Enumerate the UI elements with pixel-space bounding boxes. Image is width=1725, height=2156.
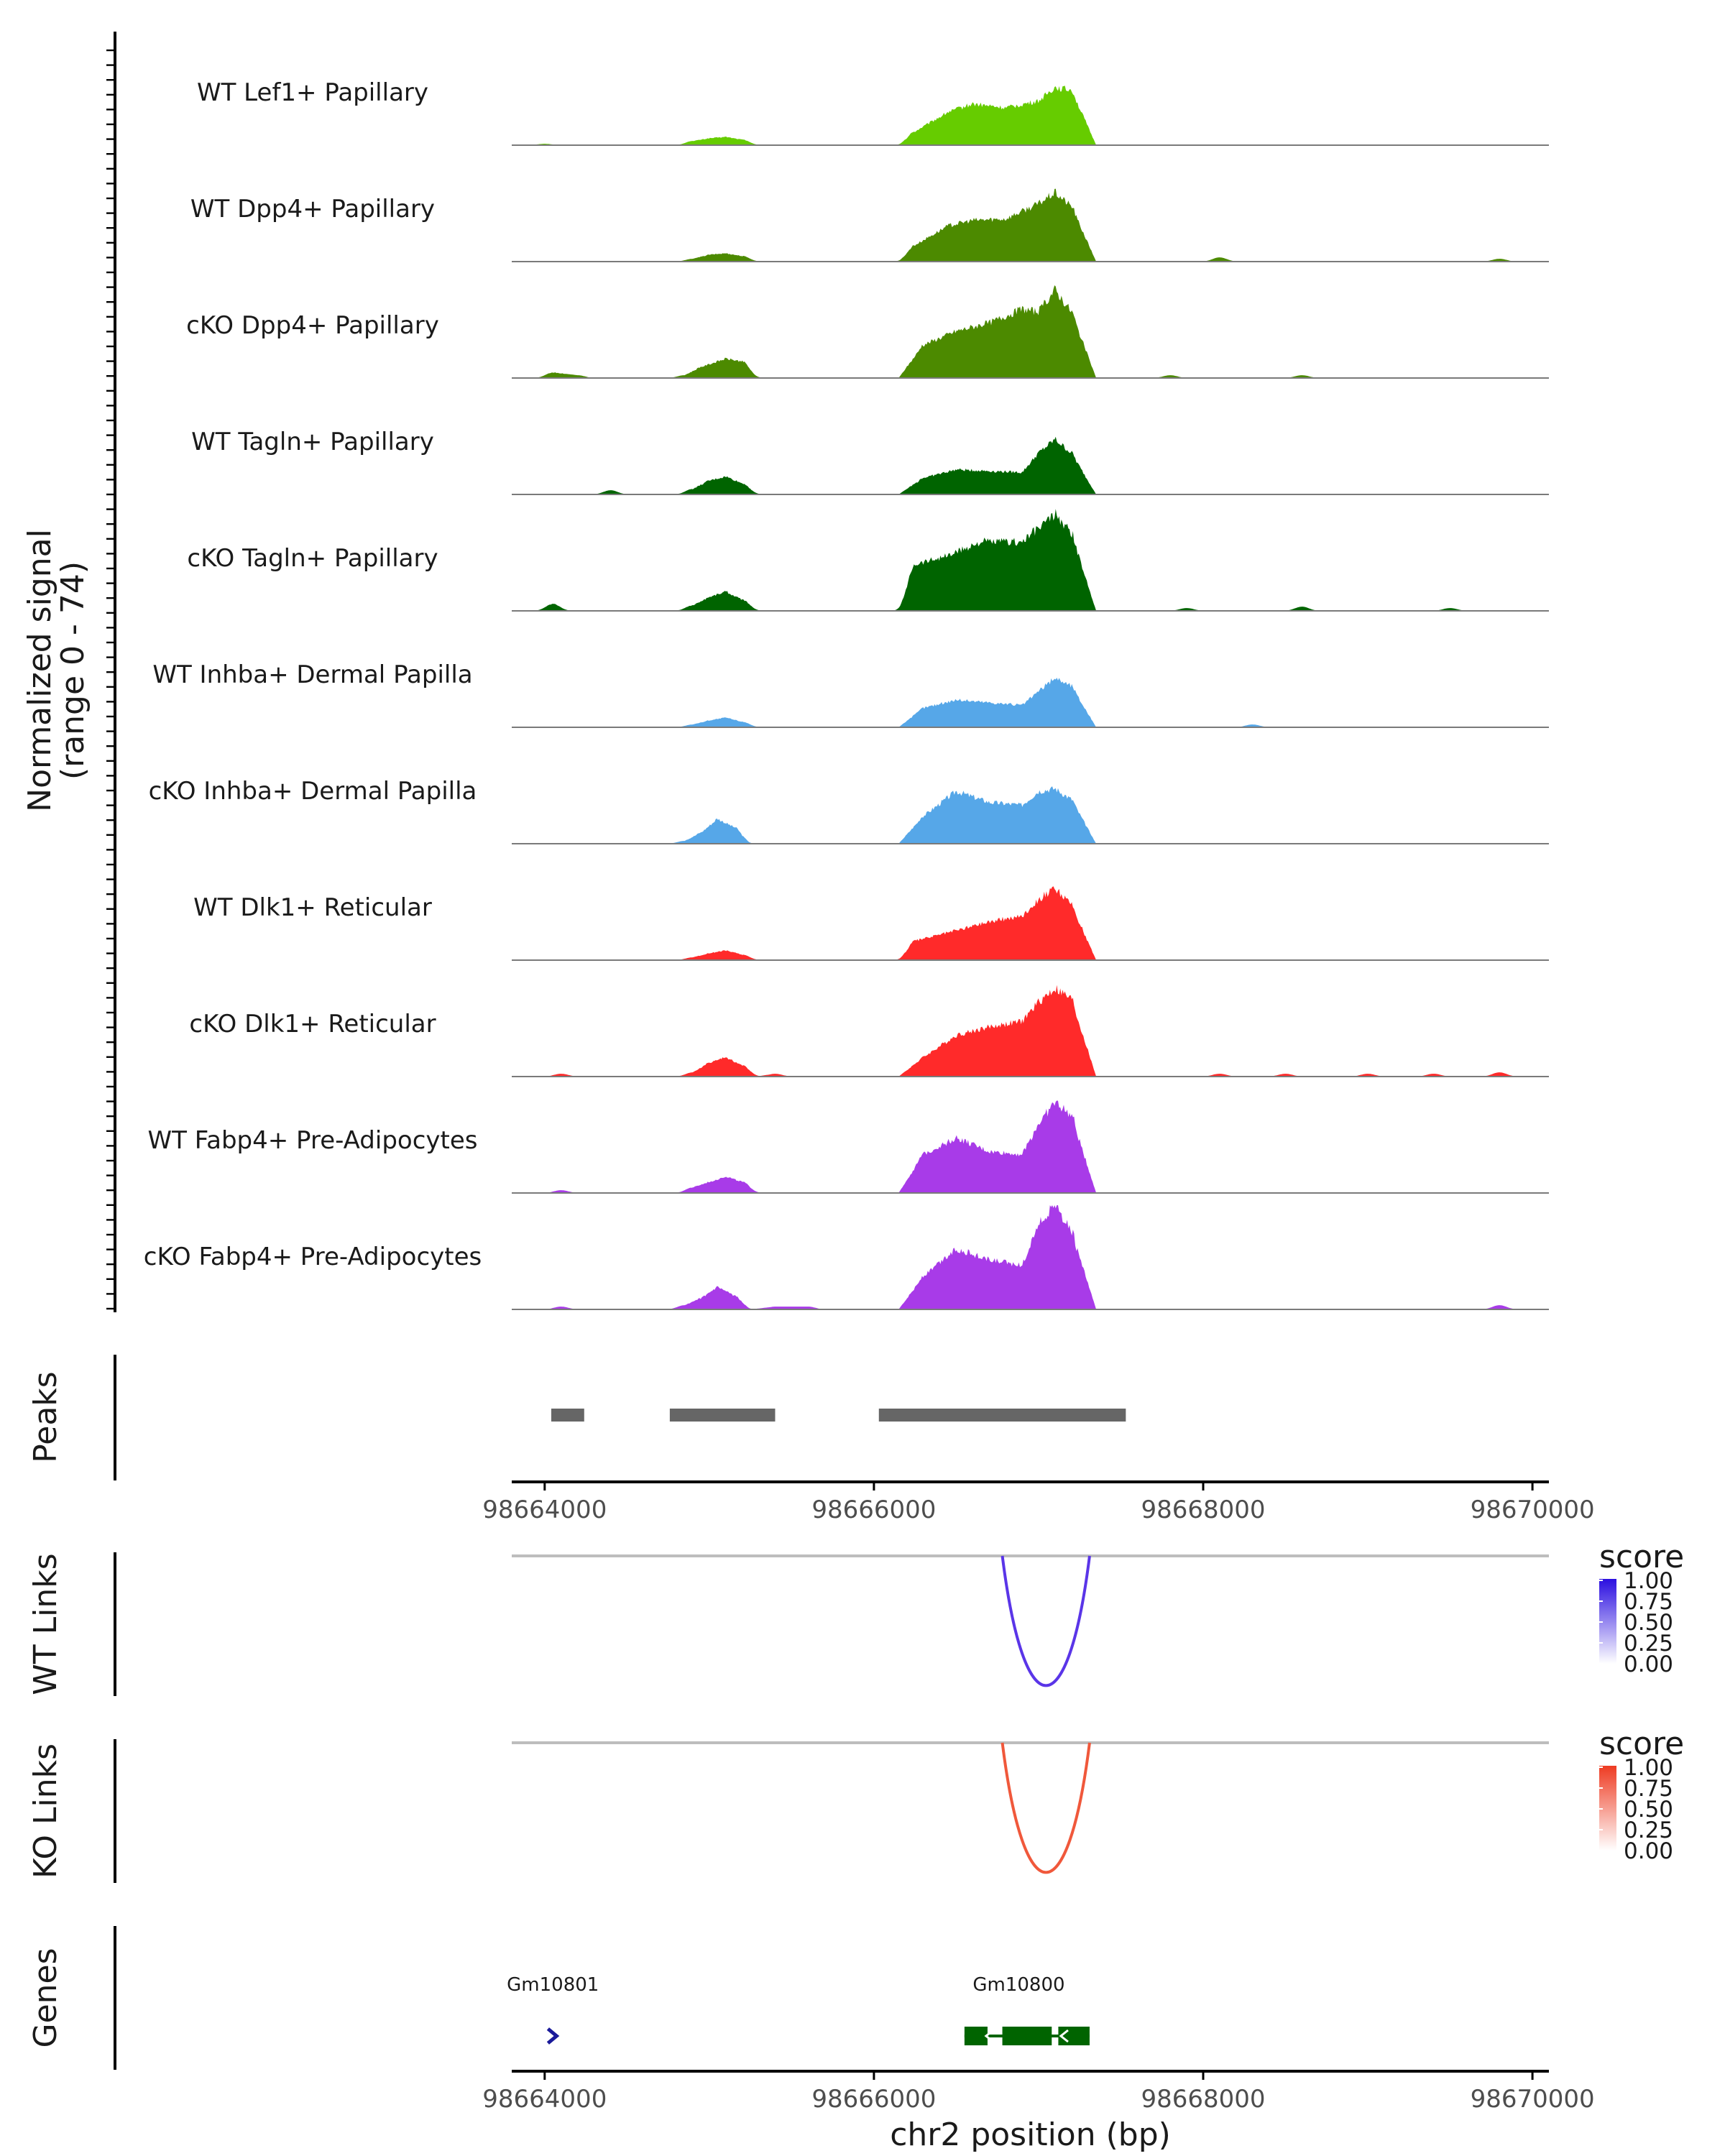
link-arc [1000, 1555, 1091, 1687]
peak-region [669, 1409, 776, 1422]
coverage-track: cKO Inhba+ Dermal Papilla [149, 777, 1549, 844]
coverage-y-label: Normalized signal(range 0 - 74) [22, 529, 91, 812]
links-label-group: KO Links [27, 1743, 64, 1879]
genes-panel: Genes Gm10801 Gm10800 98664000 98666000 98668… [27, 1926, 1595, 2153]
coverage-area [512, 285, 1549, 378]
gene-exon [964, 2027, 988, 2045]
links-label: WT Links [27, 1553, 64, 1695]
x-tick-label: 98664000 [482, 1496, 607, 1524]
coverage-track: WT Tagln+ Papillary [191, 428, 1549, 495]
coverage-track: cKO Fabp4+ Pre-Adipocytes [144, 1205, 1549, 1310]
legend-tick-label: 0.25 [1624, 1818, 1673, 1843]
x-tick-label: 98666000 [811, 1496, 936, 1524]
legend-tick-label: 1.00 [1624, 1568, 1673, 1594]
coverage-area [512, 678, 1549, 727]
coverage-panel: WT Lef1+ Papillary WT Dpp4+ Papillary cKO … [22, 32, 1549, 1312]
gene-name: Gm10801 [507, 1974, 599, 1996]
legend-tick-label: 0.50 [1624, 1797, 1673, 1823]
coverage-area [512, 509, 1549, 611]
legend-tick-label: 1.00 [1624, 1755, 1673, 1781]
x-tick-label: 98664000 [482, 2085, 607, 2114]
coverage-area [512, 985, 1549, 1077]
x-tick-label: 98666000 [811, 2085, 936, 2114]
track-title: cKO Tagln+ Papillary [187, 544, 438, 573]
gene-name: Gm10800 [972, 1974, 1064, 1996]
x-tick-label: 98668000 [1141, 2085, 1265, 2114]
legend-tick-label: 0.50 [1624, 1610, 1673, 1636]
track-title: WT Tagln+ Papillary [191, 428, 434, 456]
peaks-label-group: Peaks [27, 1371, 64, 1462]
link-arc [1000, 1742, 1091, 1874]
gene-exon [1058, 2027, 1090, 2045]
coverage-area [512, 1100, 1549, 1193]
track-title: cKO Fabp4+ Pre-Adipocytes [144, 1243, 482, 1271]
coverage-track: cKO Dlk1+ Reticular [189, 985, 1549, 1077]
coverage-track: WT Fabp4+ Pre-Adipocytes [148, 1100, 1549, 1194]
coverage-area [512, 188, 1549, 262]
gene: Gm10801 [507, 1974, 599, 2045]
peak-region [878, 1409, 1126, 1422]
coverage-area [512, 886, 1549, 960]
gene-strand-arrow [984, 2029, 994, 2043]
coverage-area [512, 436, 1549, 494]
coverage-track: WT Inhba+ Dermal Papilla [152, 660, 1549, 728]
coverage-area [512, 786, 1549, 844]
genes-label-group: Genes [27, 1948, 64, 2047]
legend-tick-label: 0.00 [1624, 1838, 1673, 1864]
legend-tick-label: 0.25 [1624, 1631, 1673, 1657]
peaks-label: Peaks [27, 1371, 64, 1462]
gene: Gm10800 [964, 1974, 1090, 2045]
track-title: WT Inhba+ Dermal Papilla [152, 660, 472, 689]
x-axis-title: chr2 position (bp) [890, 2116, 1171, 2153]
legend-tick-label: 0.75 [1624, 1589, 1673, 1615]
track-title: cKO Dpp4+ Papillary [186, 311, 439, 340]
track-title: WT Lef1+ Papillary [197, 78, 428, 107]
coverage-track: WT Dlk1+ Reticular [193, 886, 1549, 961]
coverage-track: cKO Dpp4+ Papillary [186, 285, 1549, 379]
legend-title: score [1599, 1539, 1684, 1575]
x-tick-label: 98668000 [1141, 1496, 1265, 1524]
legend-title: score [1599, 1726, 1684, 1762]
gene-strand-arrow [1059, 2029, 1069, 2043]
y-label-line1: Normalized signal [22, 529, 58, 812]
track-title: WT Dpp4+ Papillary [190, 195, 435, 224]
legend-tick-label: 0.00 [1624, 1651, 1673, 1677]
track-title: WT Fabp4+ Pre-Adipocytes [148, 1126, 478, 1155]
links-label-group: WT Links [27, 1553, 64, 1695]
coverage-area [512, 1205, 1549, 1309]
track-title: cKO Inhba+ Dermal Papilla [149, 777, 477, 806]
coverage-track: WT Lef1+ Papillary [197, 78, 1549, 146]
genes-label: Genes [27, 1948, 64, 2047]
gene-exon [1002, 2027, 1052, 2045]
peaks-panel: Peaks 98664000 98666000 98668000 98670000 [27, 1355, 1595, 1524]
links-label: KO Links [27, 1743, 64, 1879]
gene-arrow [546, 2027, 560, 2045]
coverage-track: WT Dpp4+ Papillary [190, 188, 1549, 262]
y-label-line2: (range 0 - 74) [55, 561, 91, 780]
x-tick-label: 98670000 [1471, 2085, 1595, 2114]
coverage-track: cKO Tagln+ Papillary [187, 509, 1549, 612]
track-title: WT Dlk1+ Reticular [193, 893, 432, 922]
peak-region [551, 1409, 584, 1422]
legend-tick-label: 0.75 [1624, 1776, 1673, 1802]
track-title: cKO Dlk1+ Reticular [189, 1010, 436, 1038]
coverage-area [512, 86, 1549, 145]
x-tick-label: 98670000 [1471, 1496, 1595, 1524]
